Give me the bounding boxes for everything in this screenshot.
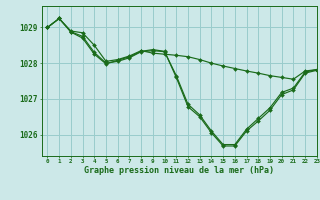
X-axis label: Graphe pression niveau de la mer (hPa): Graphe pression niveau de la mer (hPa) — [84, 166, 274, 175]
